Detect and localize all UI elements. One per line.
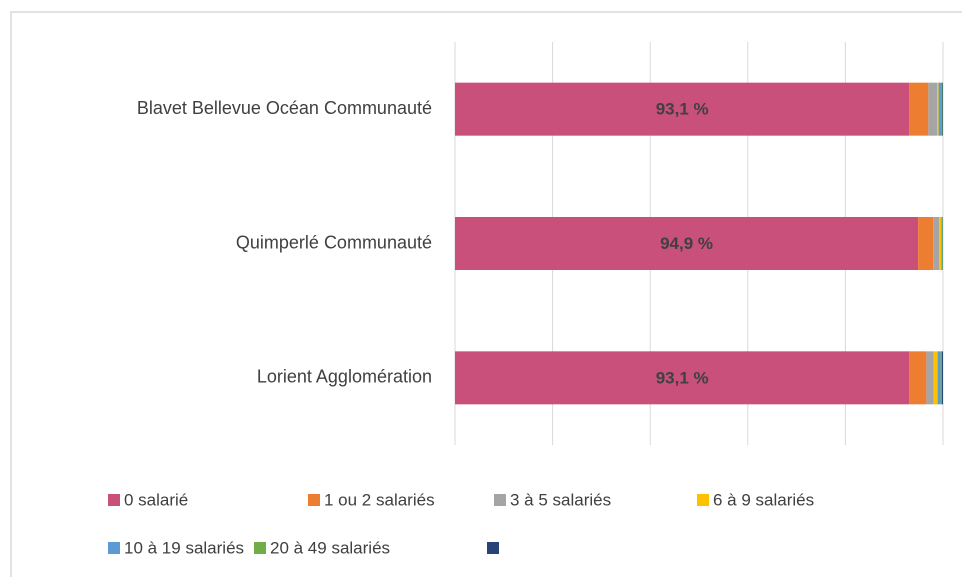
bar-segment [933,351,938,405]
legend-label: 3 à 5 salariés [510,490,611,509]
bar-segment [937,351,941,405]
legend-swatch [254,542,266,554]
bar-segment [941,82,943,136]
bar-segment [909,82,929,136]
legend-swatch [308,494,320,506]
legend-label: 10 à 19 salariés [124,538,244,557]
bar-segment [455,82,910,136]
bar-segment [933,217,940,270]
legend-label: 0 salarié [124,490,188,509]
legend-label: 6 à 9 salariés [713,490,814,509]
bar-segment [939,217,942,270]
legend-label: 1 ou 2 salariés [324,490,435,509]
bar-segment [940,351,943,405]
bar-segment [928,82,938,136]
data-label: 93,1 % [656,368,709,387]
y-tick-label: Lorient Agglomération [257,367,432,387]
bar-segment [942,351,943,405]
bar-segment [918,217,934,270]
legend-swatch [108,542,120,554]
legend-swatch [108,494,120,506]
legend-swatch [697,494,709,506]
bar-segment [941,217,943,270]
bar-segment [926,351,934,405]
bar-segment [909,351,927,405]
legend-label: 20 à 49 salariés [270,538,390,557]
legend-swatch [494,494,506,506]
y-tick-label: Blavet Bellevue Océan Communauté [137,98,432,118]
bar-segment [938,82,942,136]
data-label: 93,1 % [656,100,709,119]
bar-segment [937,82,939,136]
chart-border [10,11,962,577]
y-tick-label: Quimperlé Communauté [236,232,432,252]
bar-segment [455,351,910,405]
bar-segment [455,217,919,270]
data-label: 94,9 % [660,234,713,253]
legend-swatch [487,542,499,554]
